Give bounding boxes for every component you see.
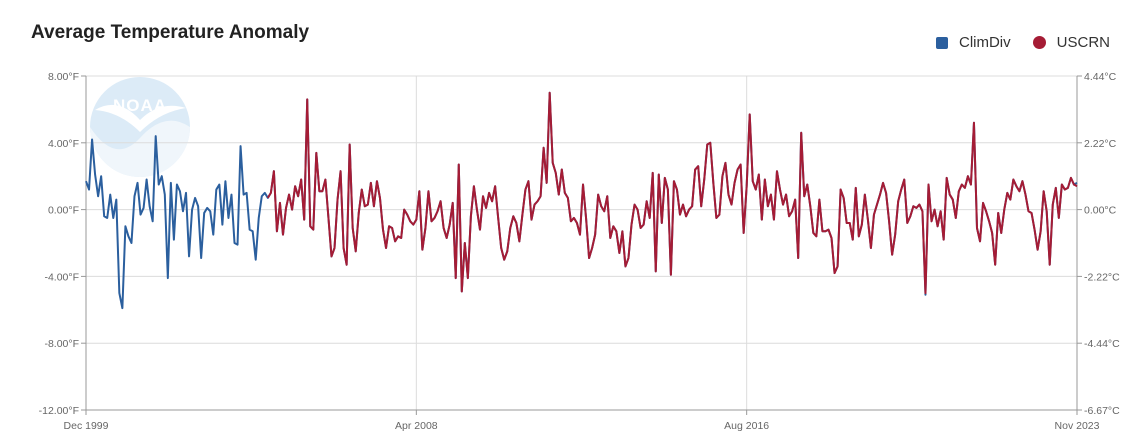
x-tick-label: Dec 1999 bbox=[64, 420, 109, 432]
noaa-logo-wave bbox=[90, 120, 190, 177]
series-line-uscrn bbox=[266, 91, 1078, 295]
legend-item-climdiv[interactable]: ClimDiv bbox=[935, 34, 1011, 51]
y-left-tick-label: -4.00°F bbox=[44, 271, 79, 283]
y-left-tick-label: -8.00°F bbox=[44, 338, 79, 350]
y-left-tick-label: -12.00°F bbox=[39, 405, 79, 417]
noaa-logo-bird bbox=[95, 104, 186, 132]
axes bbox=[81, 75, 1082, 415]
x-tick-label: Apr 2008 bbox=[395, 420, 438, 432]
uscrn-circle-icon bbox=[1032, 36, 1046, 49]
legend-item-uscrn[interactable]: USCRN bbox=[1032, 34, 1110, 51]
x-tick-label: Nov 2023 bbox=[1055, 420, 1100, 432]
y-right-tick-label: 0.00°C bbox=[1084, 205, 1117, 217]
y-left-tick-label: 8.00°F bbox=[48, 71, 79, 83]
legend-label-climdiv: ClimDiv bbox=[958, 34, 1011, 51]
legend-label-uscrn: USCRN bbox=[1056, 34, 1110, 51]
chart-title: Average Temperature Anomaly bbox=[31, 22, 310, 43]
series-lines bbox=[85, 91, 1078, 310]
x-tick-label: Aug 2016 bbox=[724, 420, 769, 432]
chart-legend: ClimDiv USCRN bbox=[914, 34, 1110, 51]
y-right-tick-label: 4.44°C bbox=[1084, 71, 1117, 83]
y-right-tick-label: -2.22°C bbox=[1084, 271, 1120, 283]
climdiv-square-icon bbox=[935, 36, 948, 49]
y-right-tick-label: -6.67°C bbox=[1084, 405, 1120, 417]
y-left-tick-label: 0.00°F bbox=[48, 205, 79, 217]
y-right-tick-label: -4.44°C bbox=[1084, 338, 1120, 350]
noaa-logo-text: NOAA bbox=[113, 96, 167, 115]
y-left-tick-label: 4.00°F bbox=[48, 138, 79, 150]
noaa-watermark: NOAA bbox=[90, 77, 190, 177]
y-right-tick-label: 2.22°C bbox=[1084, 138, 1117, 150]
tick-labels: 8.00°F 4.44°C 4.00°F 2.22°C 0.00°F 0.00°C -4.0… bbox=[39, 71, 1121, 432]
